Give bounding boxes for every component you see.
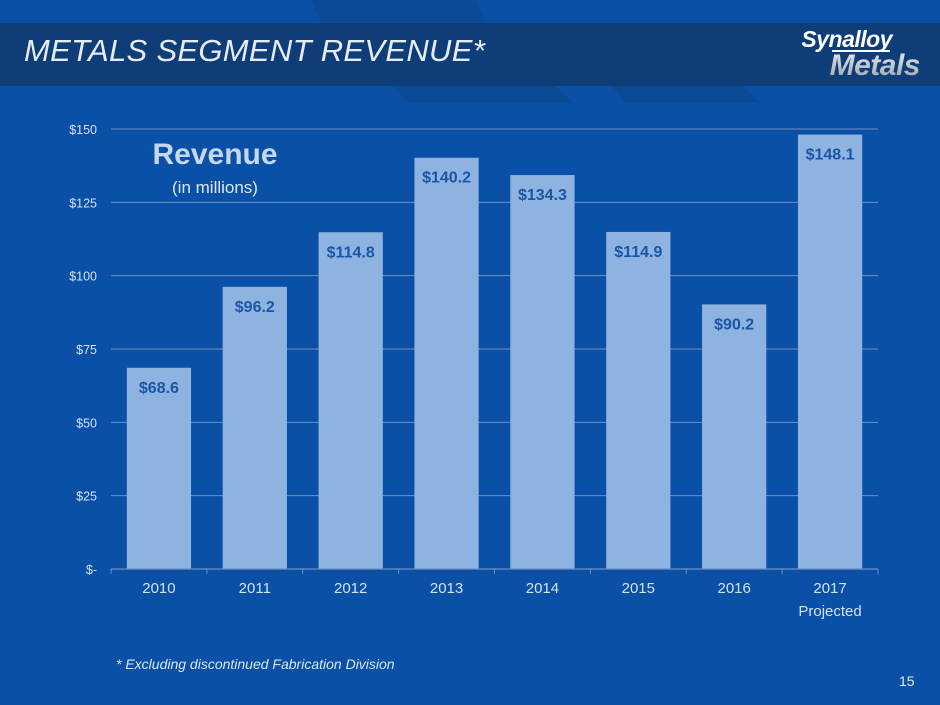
slide-title: METALS SEGMENT REVENUE* [24, 33, 486, 68]
decorative-stripe [393, 86, 573, 103]
data-label: $114.9 [614, 244, 662, 261]
company-logo: Synalloy Metals [788, 27, 928, 83]
header-band [0, 23, 940, 86]
x-tick-label: 2013 [430, 580, 463, 597]
chart-title: Revenue [152, 138, 278, 171]
bar-2016 [702, 304, 767, 569]
y-tick-label: $50 [76, 416, 97, 430]
x-tick-label: 2015 [622, 580, 655, 597]
data-label: $134.3 [518, 187, 567, 204]
bar-2012 [318, 232, 383, 569]
y-tick-label: $75 [76, 343, 97, 357]
bar-2013 [414, 157, 479, 569]
data-label: $96.2 [235, 299, 275, 316]
x-tick-label: 2011 [239, 580, 271, 597]
y-tick-label: $- [86, 563, 97, 577]
data-label: $68.6 [139, 380, 179, 397]
data-label: $114.8 [327, 244, 375, 261]
x-tick-label: Projected [798, 603, 861, 620]
bar-2010 [126, 367, 192, 569]
decorative-stripe [311, 0, 486, 23]
x-tick-label: 2014 [526, 580, 559, 597]
x-tick-label: 2010 [142, 580, 175, 597]
data-label: $148.1 [806, 147, 855, 164]
chart-subtitle: (in millions) [172, 178, 258, 197]
x-tick-label: 2012 [334, 580, 367, 597]
logo-underline [832, 50, 890, 52]
y-tick-label: $125 [69, 196, 97, 210]
y-tick-label: $100 [69, 270, 97, 284]
logo-line-1: Synalloy [801, 26, 892, 52]
x-tick-label: 2017 [813, 580, 846, 597]
footnote: * Excluding discontinued Fabrication Div… [116, 656, 395, 672]
data-label: $140.2 [422, 170, 471, 187]
bar-2014 [510, 175, 575, 569]
y-tick-label: $150 [69, 123, 97, 137]
x-tick-label: 2016 [718, 580, 751, 597]
logo-line-2: Metals [829, 49, 921, 82]
data-label: $90.2 [714, 316, 754, 333]
page-number: 15 [899, 673, 915, 689]
y-tick-label: $25 [76, 490, 97, 504]
decorative-stripe [612, 86, 760, 103]
bar-2015 [606, 231, 671, 569]
bar-2011 [222, 286, 287, 569]
bar-2017 [797, 134, 863, 569]
